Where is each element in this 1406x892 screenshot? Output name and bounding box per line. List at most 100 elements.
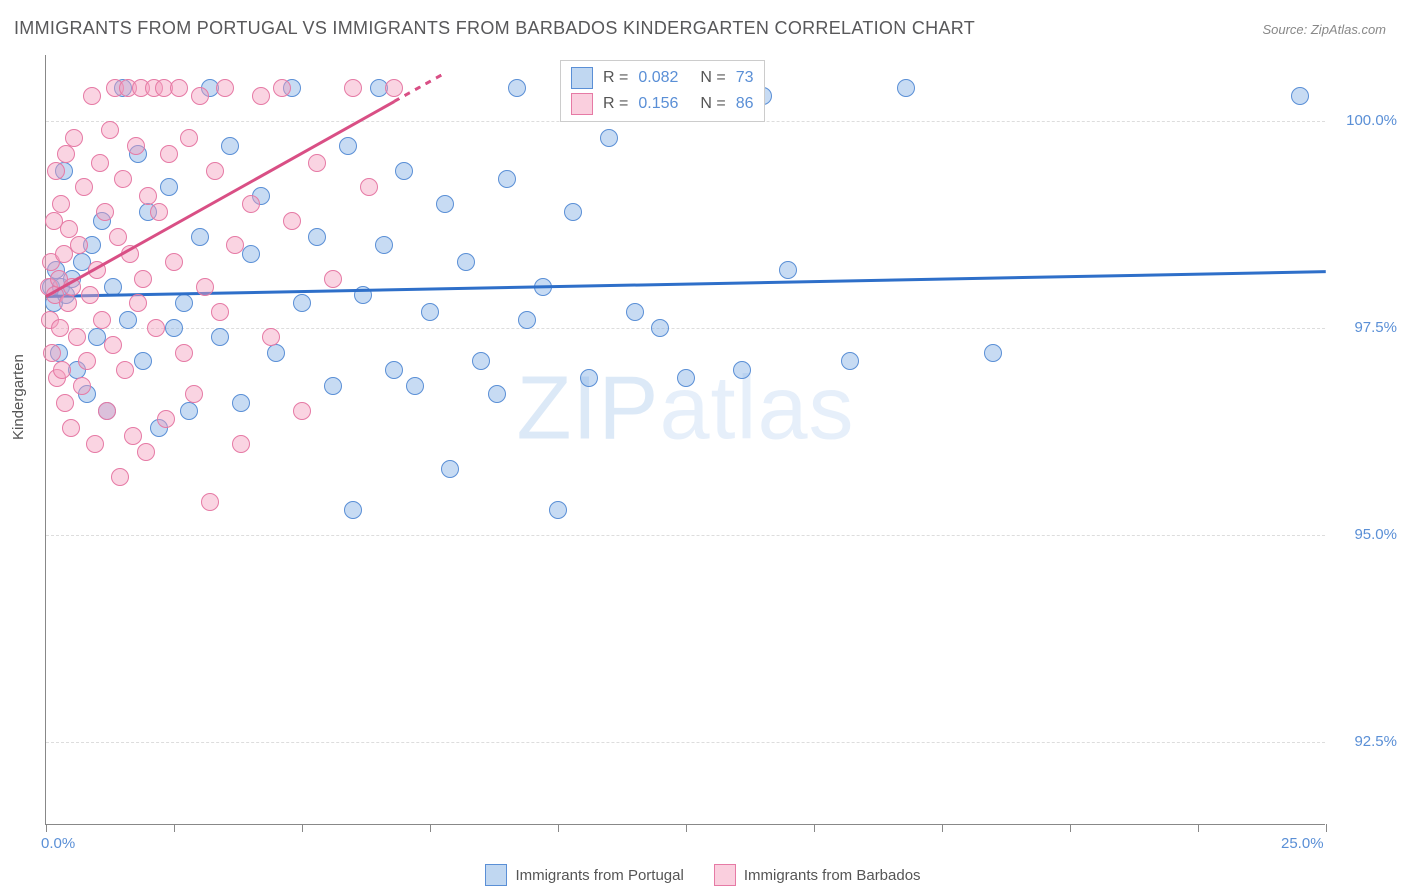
data-point: [73, 377, 91, 395]
trend-line: [45, 100, 394, 297]
data-point: [308, 228, 326, 246]
data-point: [124, 427, 142, 445]
y-tick-label: 95.0%: [1337, 526, 1397, 543]
data-point: [293, 402, 311, 420]
data-point: [119, 311, 137, 329]
source-credit: Source: ZipAtlas.com: [1262, 22, 1386, 37]
data-point: [93, 311, 111, 329]
data-point: [841, 352, 859, 370]
data-point: [175, 344, 193, 362]
data-point: [324, 377, 342, 395]
legend-n-label: N =: [700, 95, 725, 113]
data-point: [984, 344, 1002, 362]
data-point: [104, 336, 122, 354]
data-point: [96, 203, 114, 221]
data-point: [56, 394, 74, 412]
data-point: [175, 294, 193, 312]
data-point: [191, 228, 209, 246]
data-point: [344, 79, 362, 97]
data-point: [68, 328, 86, 346]
data-point: [779, 261, 797, 279]
legend-label: Immigrants from Portugal: [515, 867, 683, 884]
data-point: [111, 468, 129, 486]
data-point: [191, 87, 209, 105]
data-point: [134, 270, 152, 288]
x-tick: [46, 824, 47, 832]
data-point: [101, 121, 119, 139]
data-point: [324, 270, 342, 288]
data-point: [70, 236, 88, 254]
data-point: [406, 377, 424, 395]
data-point: [81, 286, 99, 304]
data-point: [226, 236, 244, 254]
x-tick: [174, 824, 175, 832]
legend-r-label: R =: [603, 95, 628, 113]
data-point: [498, 170, 516, 188]
x-tick-label: 0.0%: [41, 835, 75, 852]
x-tick: [430, 824, 431, 832]
data-point: [160, 145, 178, 163]
data-point: [242, 195, 260, 213]
data-point: [242, 245, 260, 263]
legend-swatch: [485, 864, 507, 886]
data-point: [109, 228, 127, 246]
data-point: [170, 79, 188, 97]
legend-item: Immigrants from Barbados: [714, 864, 921, 886]
data-point: [733, 361, 751, 379]
x-tick: [686, 824, 687, 832]
data-point: [344, 501, 362, 519]
data-point: [549, 501, 567, 519]
legend-r-value: 0.156: [638, 95, 678, 113]
y-tick-label: 97.5%: [1337, 319, 1397, 336]
legend-label: Immigrants from Barbados: [744, 867, 921, 884]
gridline: [46, 535, 1325, 536]
data-point: [508, 79, 526, 97]
data-point: [98, 402, 116, 420]
data-point: [216, 79, 234, 97]
data-point: [201, 493, 219, 511]
data-point: [600, 129, 618, 147]
data-point: [91, 154, 109, 172]
data-point: [385, 361, 403, 379]
legend-swatch: [571, 67, 593, 89]
data-point: [180, 129, 198, 147]
data-point: [339, 137, 357, 155]
data-point: [116, 361, 134, 379]
data-point: [65, 129, 83, 147]
data-point: [283, 212, 301, 230]
data-point: [436, 195, 454, 213]
data-point: [185, 385, 203, 403]
legend-row: R = 0.082N = 73: [571, 65, 754, 91]
data-point: [421, 303, 439, 321]
x-tick: [1070, 824, 1071, 832]
data-point: [232, 394, 250, 412]
data-point: [139, 187, 157, 205]
data-point: [211, 303, 229, 321]
data-point: [651, 319, 669, 337]
data-point: [626, 303, 644, 321]
data-point: [165, 319, 183, 337]
data-point: [273, 79, 291, 97]
data-point: [147, 319, 165, 337]
legend-r-value: 0.082: [638, 69, 678, 87]
data-point: [375, 236, 393, 254]
data-point: [1291, 87, 1309, 105]
data-point: [196, 278, 214, 296]
data-point: [165, 253, 183, 271]
data-point: [395, 162, 413, 180]
data-point: [137, 443, 155, 461]
legend-n-label: N =: [700, 69, 725, 87]
data-point: [83, 87, 101, 105]
gridline: [46, 742, 1325, 743]
data-point: [252, 87, 270, 105]
data-point: [518, 311, 536, 329]
data-point: [457, 253, 475, 271]
trend-line: [46, 270, 1326, 297]
data-point: [897, 79, 915, 97]
x-tick: [1198, 824, 1199, 832]
legend-swatch: [571, 93, 593, 115]
data-point: [385, 79, 403, 97]
data-point: [43, 344, 61, 362]
x-tick: [814, 824, 815, 832]
data-point: [180, 402, 198, 420]
